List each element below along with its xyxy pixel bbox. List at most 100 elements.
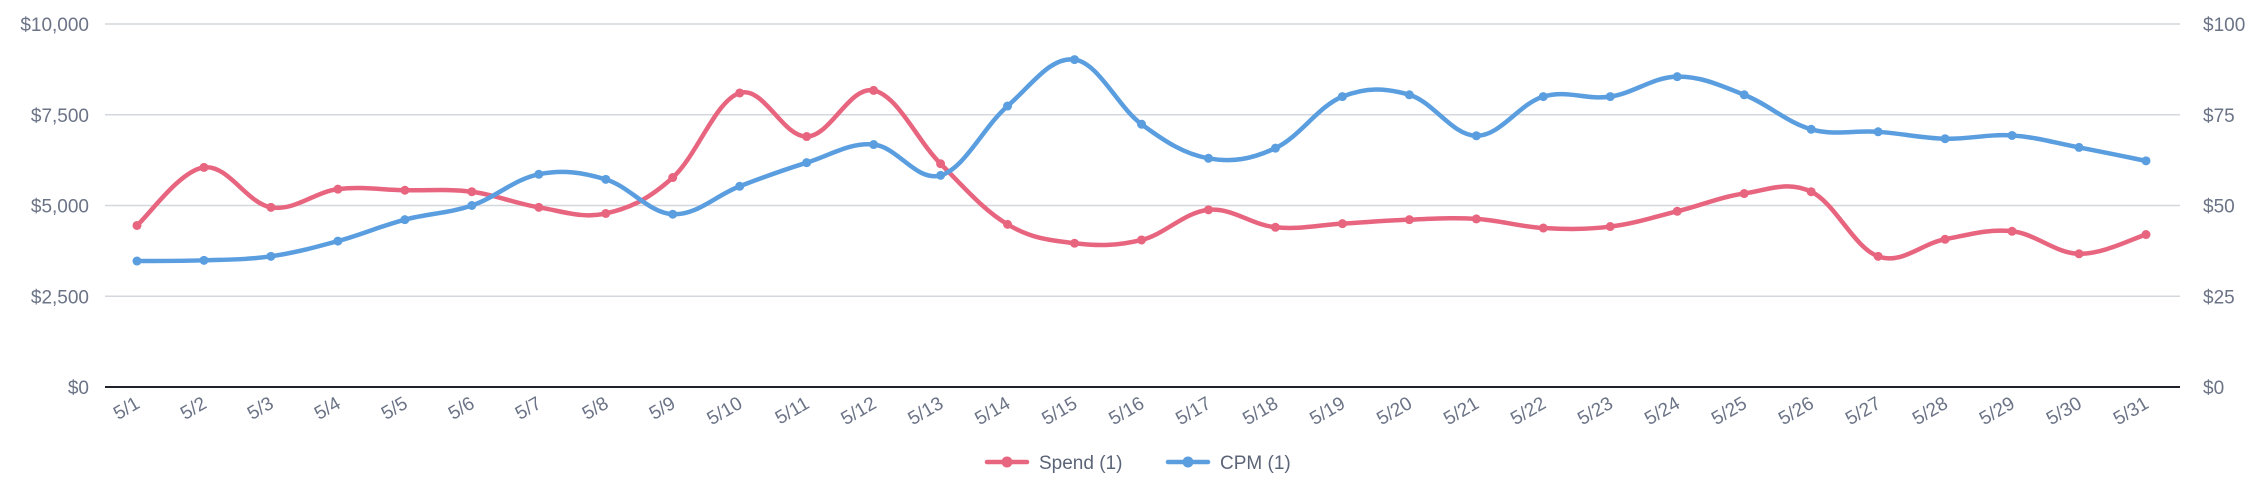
data-point bbox=[1070, 238, 1080, 248]
x-tick-label: 5/4 bbox=[311, 393, 345, 425]
data-point bbox=[1137, 235, 1146, 245]
data-point bbox=[936, 159, 946, 169]
x-tick-label: 5/18 bbox=[1239, 393, 1282, 430]
x-tick-label: 5/27 bbox=[1842, 393, 1885, 430]
data-point bbox=[132, 220, 142, 230]
x-tick-label: 5/22 bbox=[1507, 393, 1550, 430]
x-tick-label: 5/26 bbox=[1775, 393, 1818, 430]
data-point bbox=[400, 215, 410, 225]
x-tick-label: 5/2 bbox=[177, 393, 210, 424]
x-tick-label: 5/25 bbox=[1708, 393, 1751, 430]
data-point bbox=[802, 158, 812, 168]
data-point bbox=[1270, 222, 1280, 232]
x-tick-label: 5/30 bbox=[2043, 393, 2086, 430]
legend-label: Spend (1) bbox=[1039, 453, 1122, 474]
data-point bbox=[1337, 92, 1347, 102]
x-tick-label: 5/14 bbox=[972, 393, 1015, 430]
x-tick-label: 5/1 bbox=[110, 393, 143, 424]
x-tick-label: 5/6 bbox=[445, 393, 478, 424]
data-point bbox=[1873, 127, 1883, 137]
x-tick-label: 5/9 bbox=[646, 393, 679, 424]
data-point bbox=[936, 170, 946, 180]
data-point bbox=[333, 184, 343, 194]
data-point bbox=[266, 202, 276, 212]
data-point bbox=[1806, 187, 1816, 197]
x-tick-label: 5/13 bbox=[905, 393, 948, 430]
series-spend bbox=[132, 85, 2151, 261]
y-right-tick-label: $0 bbox=[2203, 378, 2224, 399]
grid bbox=[105, 23, 2180, 388]
data-point bbox=[1203, 153, 1213, 163]
data-point bbox=[802, 132, 812, 142]
data-point bbox=[2141, 156, 2151, 166]
series-line bbox=[134, 57, 2149, 264]
data-point bbox=[668, 173, 678, 183]
x-tick-label: 5/3 bbox=[244, 393, 277, 424]
data-point bbox=[735, 181, 745, 191]
data-point bbox=[1471, 131, 1481, 141]
data-point bbox=[199, 162, 209, 172]
x-axis: 5/1 5/2 5/3 5/4 5/5 5/6 5/7 5/8 5/9 5/10 5/11 5/12 5… bbox=[110, 393, 2152, 430]
x-tick-label: 5/23 bbox=[1574, 393, 1617, 430]
x-tick-label: 5/11 bbox=[772, 393, 813, 429]
data-point bbox=[1003, 219, 1013, 229]
data-point bbox=[132, 256, 142, 266]
x-tick-label: 5/12 bbox=[838, 393, 881, 430]
data-point bbox=[1672, 72, 1682, 82]
data-point bbox=[1337, 219, 1347, 229]
legend-item: CPM (1) bbox=[1165, 453, 1291, 474]
data-point bbox=[1538, 92, 1548, 102]
data-point bbox=[1203, 205, 1213, 215]
x-tick-label: 5/7 bbox=[512, 393, 545, 424]
y-right-tick-label: $50 bbox=[2203, 197, 2235, 218]
data-point bbox=[2007, 130, 2017, 140]
data-point bbox=[2074, 142, 2084, 152]
data-point bbox=[467, 201, 477, 210]
data-point bbox=[668, 209, 678, 219]
legend-swatch-dot bbox=[1001, 456, 1013, 468]
data-point bbox=[1270, 143, 1280, 153]
data-point bbox=[1003, 101, 1013, 111]
data-point bbox=[1739, 90, 1749, 100]
x-tick-label: 5/8 bbox=[579, 393, 612, 424]
data-point bbox=[2007, 226, 2017, 236]
x-tick-label: 5/29 bbox=[1976, 393, 2019, 430]
data-point bbox=[869, 85, 879, 95]
data-point bbox=[2141, 230, 2151, 240]
data-point bbox=[601, 174, 611, 184]
x-tick-label: 5/21 bbox=[1440, 393, 1483, 430]
data-point bbox=[467, 187, 477, 197]
y-axis-right: $0 $25 $50 $75 $100 bbox=[2203, 15, 2245, 399]
y-axis-left: $0 $2,500 $5,000 $7,500 $10,000 bbox=[20, 15, 89, 399]
data-point bbox=[1873, 251, 1883, 261]
data-point bbox=[1070, 55, 1080, 65]
data-point bbox=[1404, 90, 1414, 100]
data-point bbox=[199, 255, 209, 265]
data-point bbox=[534, 202, 544, 212]
x-tick-label: 5/19 bbox=[1306, 393, 1349, 430]
x-tick-label: 5/24 bbox=[1641, 393, 1684, 430]
data-point bbox=[1672, 206, 1682, 216]
y-left-tick-label: $7,500 bbox=[31, 106, 89, 127]
x-tick-label: 5/28 bbox=[1909, 393, 1952, 430]
x-tick-label: 5/5 bbox=[378, 393, 411, 424]
data-point bbox=[1605, 222, 1615, 232]
data-point bbox=[1404, 215, 1414, 225]
x-tick-label: 5/17 bbox=[1172, 393, 1215, 430]
x-tick-label: 5/31 bbox=[2110, 393, 2153, 430]
data-point bbox=[1739, 189, 1749, 199]
legend-label: CPM (1) bbox=[1220, 453, 1291, 474]
data-point bbox=[1137, 119, 1146, 129]
x-tick-label: 5/10 bbox=[704, 393, 747, 430]
legend-item: Spend (1) bbox=[984, 453, 1122, 474]
y-left-tick-label: $10,000 bbox=[20, 15, 89, 36]
data-point bbox=[266, 251, 276, 261]
y-right-tick-label: $100 bbox=[2203, 15, 2245, 36]
series-layer bbox=[132, 55, 2151, 266]
data-point bbox=[869, 140, 879, 150]
y-right-tick-label: $25 bbox=[2203, 287, 2235, 308]
data-point bbox=[1940, 134, 1950, 144]
data-point bbox=[1538, 223, 1548, 233]
